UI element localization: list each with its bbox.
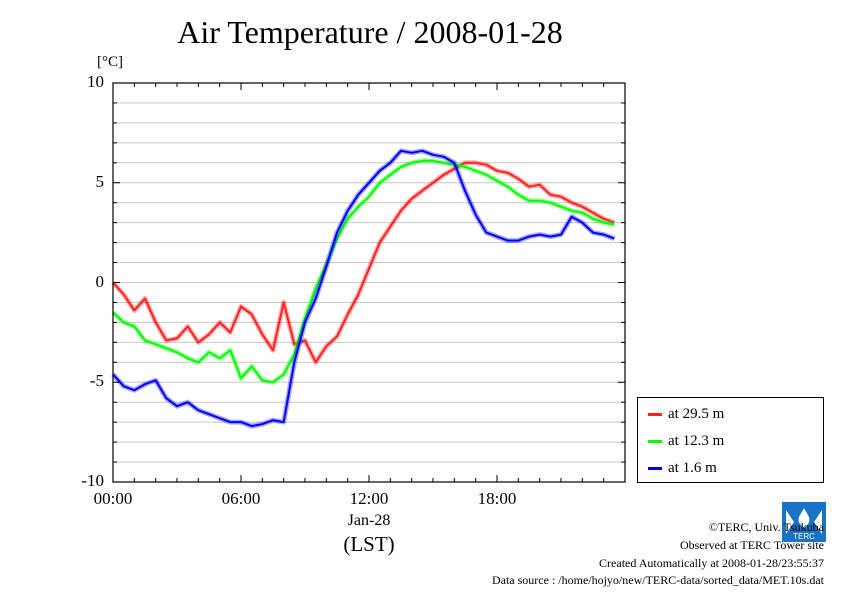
- y-tick-label: -5: [89, 371, 104, 391]
- series-line-1: [112, 159, 615, 384]
- x-date-label: Jan-28: [347, 512, 391, 529]
- footer-created: Created Automatically at 2008-01-28/23:5…: [599, 556, 824, 570]
- footer-site: Observed at TERC Tower site: [679, 538, 824, 552]
- footer-credit: ©TERC, Univ. Tsukuba: [708, 520, 824, 534]
- legend-label: at 29.5 m: [668, 406, 725, 422]
- legend-label: at 12.3 m: [668, 433, 725, 449]
- y-tick-label: 10: [87, 72, 104, 91]
- legend-item-1-6m: at 1.6 m: [648, 460, 717, 477]
- y-tick-label: 0: [95, 271, 105, 291]
- series-line-0: [112, 161, 615, 364]
- x-axis-label: (LST): [343, 532, 395, 556]
- grid-lines: [113, 102, 625, 463]
- legend-label: at 1.6 m: [668, 460, 717, 476]
- y-axis-unit: [°C]: [97, 54, 123, 70]
- x-tick-label: 18:00: [477, 489, 517, 508]
- legend: at 29.5 m at 12.3 m at 1.6 m: [637, 397, 824, 483]
- legend-item-29-5m: at 29.5 m: [648, 406, 724, 423]
- legend-item-12-3m: at 12.3 m: [648, 433, 724, 450]
- legend-swatch-red: [648, 413, 662, 416]
- series-layer: [111, 148, 616, 429]
- series-line-2: [112, 149, 615, 428]
- footer-source: Data source : /home/hojyo/new/TERC-data/…: [491, 573, 824, 587]
- logo-text: TERC: [793, 532, 815, 541]
- series-halo-2: [111, 148, 616, 429]
- axis-ticks: [112, 82, 626, 483]
- x-tick-label: 12:00: [349, 489, 389, 508]
- terc-logo-icon: TERC: [782, 502, 826, 542]
- chart-title: Air Temperature / 2008-01-28: [177, 14, 563, 50]
- legend-swatch-blue: [648, 467, 662, 470]
- y-tick-label: 5: [95, 171, 105, 191]
- series-halo-1: [111, 158, 615, 385]
- x-tick-label: 00:00: [93, 489, 133, 508]
- x-tick-label: 06:00: [221, 489, 261, 508]
- legend-swatch-green: [648, 440, 662, 443]
- y-tick-label: -10: [81, 471, 104, 490]
